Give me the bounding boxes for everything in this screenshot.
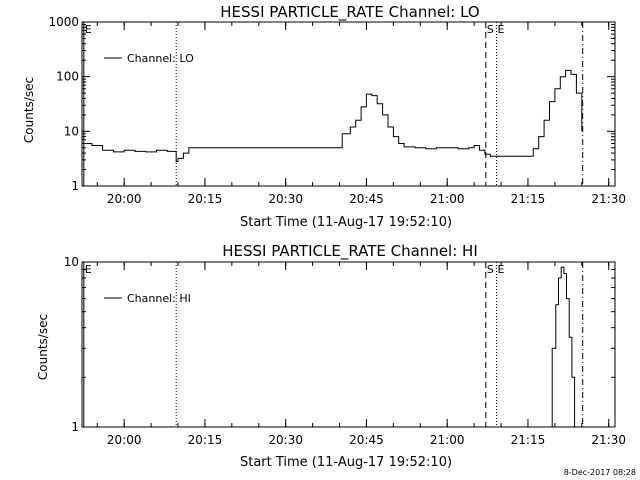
- y-tick-label: 1: [71, 420, 79, 434]
- panel-hi: HESSI PARTICLE_RATE Channel: HI Counts/s…: [36, 242, 626, 470]
- series-line: [548, 266, 576, 428]
- series-line: [82, 69, 583, 163]
- x-tick-label: 21:00: [430, 192, 465, 206]
- x-tick-label: 20:45: [349, 433, 384, 447]
- y-axis-label: Counts/sec: [36, 314, 50, 380]
- legend: Channel: LO: [104, 52, 194, 65]
- y-tick-label: 10: [64, 124, 79, 138]
- x-tick-label: 20:30: [268, 192, 303, 206]
- x-axis-label: Start Time (11-Aug-17 19:52:10): [240, 455, 452, 470]
- x-tick-label: 21:15: [511, 433, 546, 447]
- chart-title: HESSI PARTICLE_RATE Channel: HI: [222, 242, 478, 261]
- y-axis-label: Counts/sec: [22, 77, 36, 143]
- plot-frame: [81, 261, 616, 428]
- marker-label: S: [487, 23, 494, 36]
- y-tick-label: 1000: [48, 15, 79, 29]
- legend-label: Channel: LO: [127, 52, 194, 65]
- chart-title: HESSI PARTICLE_RATE Channel: LO: [220, 3, 479, 22]
- x-tick-label: 20:15: [188, 433, 223, 447]
- x-tick-label: 20:45: [349, 192, 384, 206]
- x-tick-label: 20:00: [107, 192, 142, 206]
- panel-lo: HESSI PARTICLE_RATE Channel: LO Counts/s…: [22, 3, 626, 230]
- marker-label: E: [85, 23, 92, 36]
- legend: Channel: HI: [104, 292, 191, 305]
- x-axis-label: Start Time (11-Aug-17 19:52:10): [240, 215, 452, 230]
- footer-timestamp: 8-Dec-2017 08:28: [564, 468, 636, 477]
- marker-label: E: [498, 263, 505, 276]
- y-tick-label: 10: [64, 255, 79, 269]
- marker-label: E: [85, 263, 92, 276]
- x-tick-label: 21:30: [591, 433, 626, 447]
- x-tick-label: 21:30: [591, 192, 626, 206]
- y-tick-label: 1: [71, 179, 79, 193]
- x-tick-label: 21:15: [511, 192, 546, 206]
- plot-frame: [81, 21, 616, 187]
- marker-label: E: [498, 23, 505, 36]
- marker-label: S: [487, 263, 494, 276]
- y-tick-label: 100: [56, 70, 79, 84]
- x-tick-label: 20:30: [268, 433, 303, 447]
- x-tick-label: 20:00: [107, 433, 142, 447]
- x-tick-label: 21:00: [430, 433, 465, 447]
- x-tick-label: 20:15: [188, 192, 223, 206]
- legend-label: Channel: HI: [127, 292, 191, 305]
